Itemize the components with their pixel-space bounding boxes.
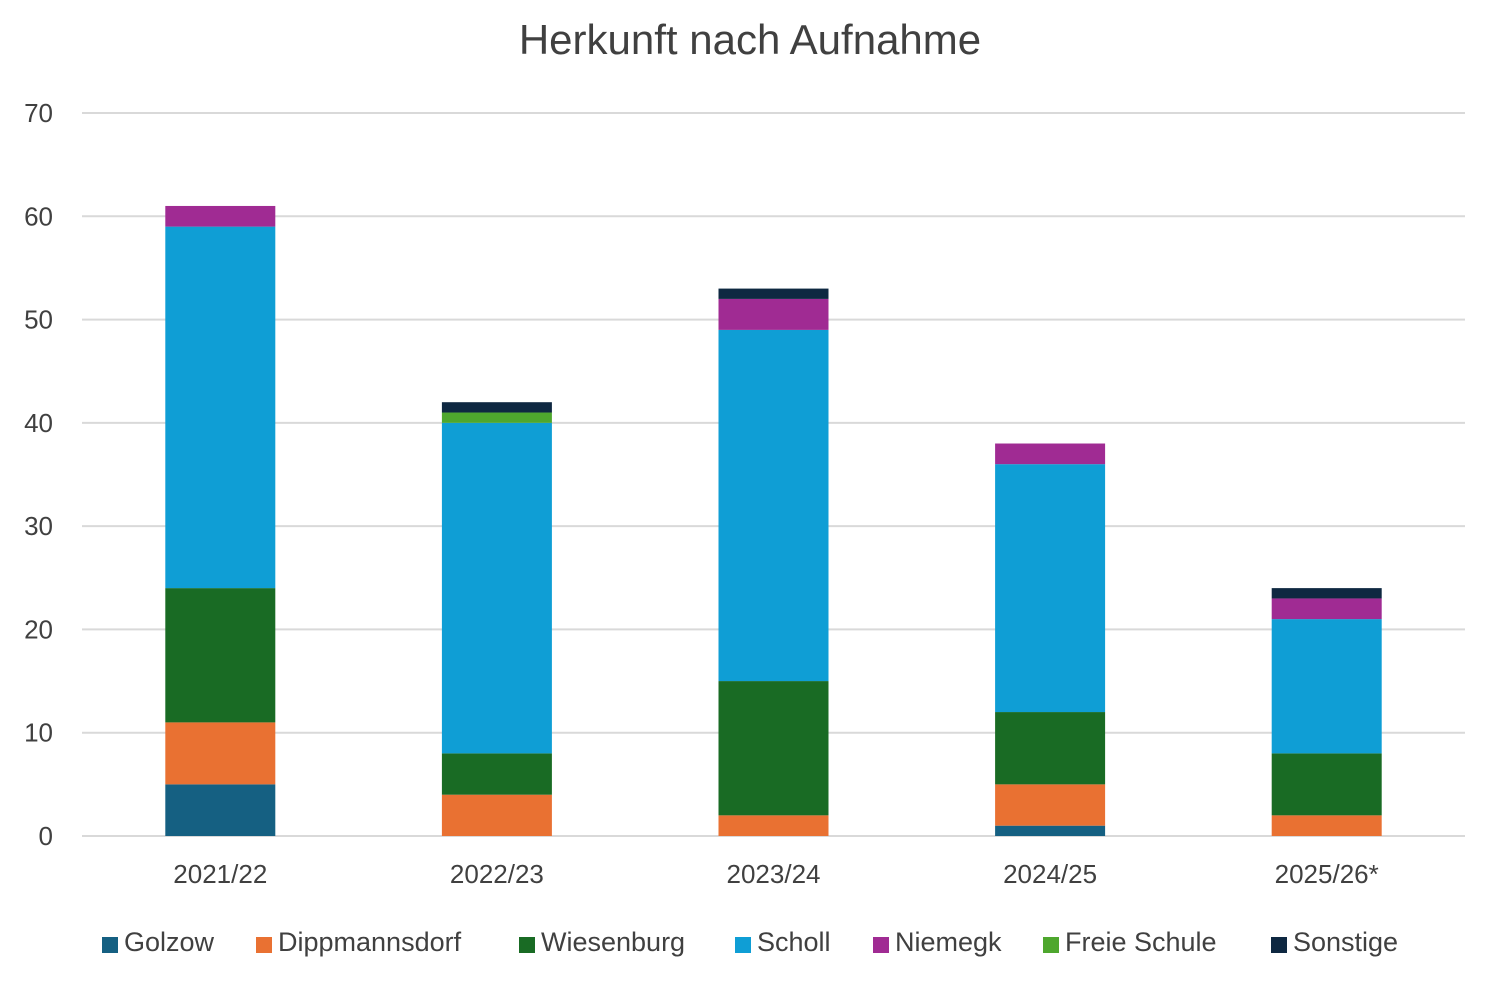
legend-label: Wiesenburg xyxy=(541,927,685,957)
legend-item-wiesenburg: Wiesenburg xyxy=(519,927,685,957)
bar-segment-niemegk xyxy=(1271,598,1382,620)
bar-segment-scholl xyxy=(441,422,552,754)
bar-stack-2024-25 xyxy=(995,443,1106,836)
legend-swatch xyxy=(873,937,889,953)
bar-segment-golzow xyxy=(165,784,276,836)
legend-label: Dippmannsdorf xyxy=(278,927,462,957)
chart-title: Herkunft nach Aufnahme xyxy=(519,16,981,63)
bar-segment-scholl xyxy=(1271,619,1382,754)
legend-item-golzow: Golzow xyxy=(102,927,215,957)
y-tick-label: 10 xyxy=(24,718,53,748)
x-axis-tick-labels: 2021/22 2022/23 2023/24 2024/25 2025/26* xyxy=(173,859,1378,889)
bar-segment-wiesenburg xyxy=(441,753,552,795)
legend-swatch xyxy=(519,937,535,953)
legend-label: Scholl xyxy=(757,927,831,957)
bar-stack-2022-23 xyxy=(441,402,552,836)
legend-swatch xyxy=(1043,937,1059,953)
bar-segment-wiesenburg xyxy=(718,681,829,816)
bar-segment-wiesenburg xyxy=(995,712,1106,785)
bar-segment-niemegk xyxy=(718,298,829,330)
legend: Golzow Dippmannsdorf Wiesenburg Scholl Nieme… xyxy=(102,927,1398,957)
x-tick-label: 2021/22 xyxy=(173,859,267,889)
bar-segment-wiesenburg xyxy=(165,588,276,723)
legend-item-scholl: Scholl xyxy=(735,927,831,957)
legend-item-freie-schule: Freie Schule xyxy=(1043,927,1217,957)
bar-segment-scholl xyxy=(995,464,1106,713)
legend-swatch xyxy=(735,937,751,953)
x-tick-label: 2024/25 xyxy=(1003,859,1097,889)
y-tick-label: 30 xyxy=(24,511,53,541)
y-tick-label: 70 xyxy=(24,98,53,128)
legend-item-dippmannsdorf: Dippmannsdorf xyxy=(256,927,462,957)
legend-label: Golzow xyxy=(124,927,215,957)
bar-stack-2025-26- xyxy=(1271,588,1382,836)
bar-segment-dippmannsdorf xyxy=(441,794,552,836)
y-tick-label: 50 xyxy=(24,305,53,335)
legend-item-niemegk: Niemegk xyxy=(873,927,1002,957)
bars xyxy=(165,205,1382,836)
legend-swatch xyxy=(1271,937,1287,953)
bar-stack-2023-24 xyxy=(718,288,829,836)
bar-segment-sonstige xyxy=(441,402,552,413)
bar-segment-dippmannsdorf xyxy=(1271,815,1382,836)
bar-stack-2021-22 xyxy=(165,205,276,836)
y-tick-label: 60 xyxy=(24,201,53,231)
bar-segment-niemegk xyxy=(995,443,1106,465)
bar-segment-niemegk xyxy=(165,205,276,227)
legend-swatch xyxy=(256,937,272,953)
bar-segment-dippmannsdorf xyxy=(995,784,1106,826)
bar-segment-scholl xyxy=(165,226,276,589)
legend-label: Niemegk xyxy=(895,927,1002,957)
bar-segment-dippmannsdorf xyxy=(718,815,829,836)
legend-label: Freie Schule xyxy=(1065,927,1217,957)
legend-label: Sonstige xyxy=(1293,927,1398,957)
bar-segment-freie-schule xyxy=(441,412,552,423)
bar-segment-sonstige xyxy=(1271,588,1382,599)
bar-segment-dippmannsdorf xyxy=(165,722,276,785)
legend-item-sonstige: Sonstige xyxy=(1271,927,1398,957)
y-tick-label: 40 xyxy=(24,408,53,438)
bar-segment-golzow xyxy=(995,825,1106,836)
bar-segment-wiesenburg xyxy=(1271,753,1382,816)
bar-segment-sonstige xyxy=(718,288,829,299)
x-tick-label: 2025/26* xyxy=(1275,859,1379,889)
x-tick-label: 2022/23 xyxy=(450,859,544,889)
y-tick-label: 0 xyxy=(39,821,53,851)
legend-swatch xyxy=(102,937,118,953)
bar-segment-scholl xyxy=(718,329,829,682)
x-tick-label: 2023/24 xyxy=(727,859,821,889)
y-axis-tick-labels: 0 10 20 30 40 50 60 70 xyxy=(24,98,53,851)
y-tick-label: 20 xyxy=(24,614,53,644)
